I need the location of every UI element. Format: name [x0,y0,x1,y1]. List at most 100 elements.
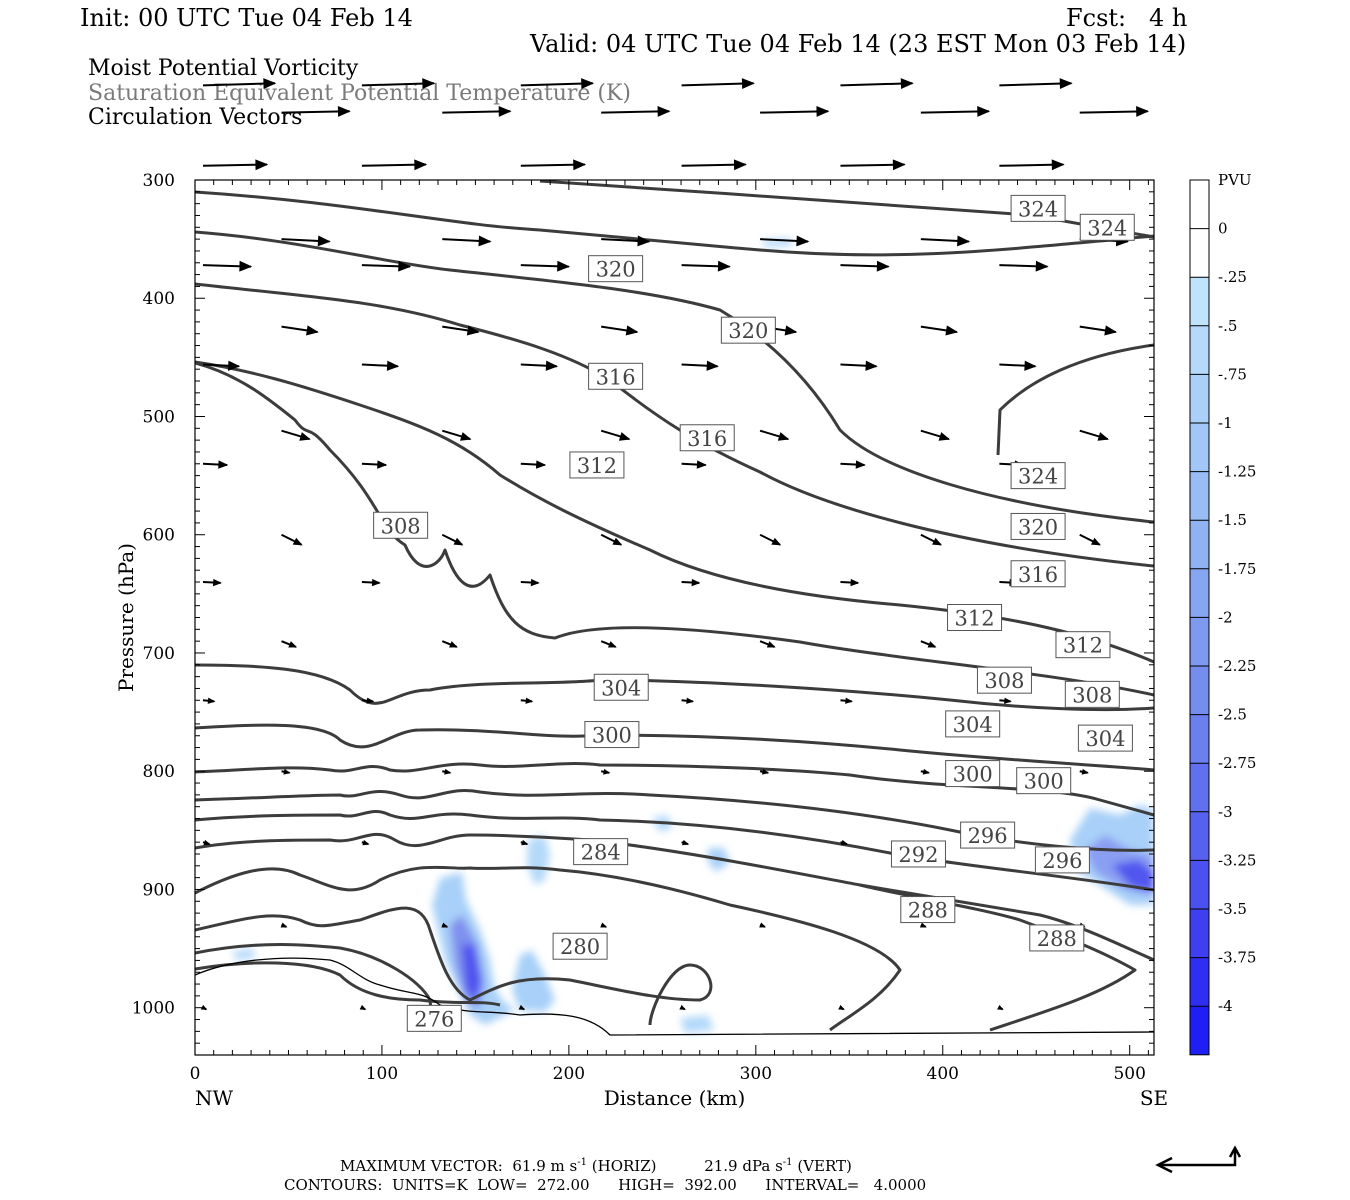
vector-head [816,106,830,117]
contour-label: 320 [1018,515,1058,539]
contour-label-box [1010,560,1066,588]
vector-head [581,78,595,90]
vector-head [600,922,608,928]
colorbar-swatch [1190,957,1209,1007]
contour-label-box [900,896,956,924]
valid-time: Valid: 04 UTC Tue 04 Feb 14 (23 EST Mon … [530,30,1187,58]
contour-line [195,832,1154,962]
colorbar-label: -3 [1218,803,1233,821]
colorbar-unit: PVU [1218,171,1252,189]
contour-label-box [584,721,640,749]
vector-head [337,106,351,117]
exp-1: -1 [577,1157,587,1168]
colorbar-label: -3.75 [1218,949,1256,967]
vector-head [207,697,216,704]
colorbar-swatch [1190,617,1209,666]
max-vector-text: MAXIMUM VECTOR: 61.9 m s [340,1157,578,1175]
contour-label: 296 [968,824,1008,848]
contour-label-box [720,316,776,344]
contour-label: 320 [728,319,768,343]
contour-line [195,865,902,1032]
colorbar: PVU 0 -.25 -.5 -.75 -1 -1.25 -1.5 -1.75 -2 -2.25 -2… [1189,171,1256,1056]
vector-head [306,325,319,336]
vector-head [717,260,731,272]
vector-head [280,922,288,928]
contour-label: 280 [560,935,600,959]
contour-label-box [1079,213,1135,241]
colorbar-swatch [1190,666,1209,715]
colorbar-label: -3.25 [1218,851,1256,869]
y-tick-label: 300 [143,171,175,191]
contour-label-box [1029,924,1085,952]
vector-head [1104,325,1118,336]
vector-head [977,106,991,117]
contour-line [195,663,1154,712]
horiz-text: (HORIZ) [591,1157,657,1175]
colorbar-label: -1.75 [1218,560,1256,578]
y-tick-label: 800 [143,762,175,782]
contour-label: 300 [592,724,632,748]
vector-head [283,768,291,775]
vector-head [255,159,269,171]
vector-shaft [520,82,593,87]
contour-line [195,360,1154,664]
vector-head [227,360,241,371]
colorbar-label: -4 [1218,997,1233,1015]
vector-head [292,537,303,546]
vector-head [460,432,472,441]
colorbar-swatch [1190,763,1209,812]
vector-head [1136,106,1150,117]
terrain-line [195,957,1154,1036]
colorbar-swatch [1190,811,1209,861]
vector-shaft [999,82,1072,87]
pv-blob [1112,860,1154,892]
vector-head [945,325,959,336]
field-vectors: Circulation Vectors [88,105,303,130]
vector-head [557,260,571,272]
colorbar-label: -.5 [1218,317,1237,335]
colorbar-label: -1.5 [1218,511,1247,529]
contour-label: 320 [596,258,636,282]
contour-label: 308 [1072,683,1112,707]
contour-label-box [569,451,625,479]
vector-head [203,839,211,846]
vector-head [612,537,623,546]
contour-label: 304 [1085,727,1125,751]
colorbar-swatch [1190,325,1209,375]
vector-head [997,1004,1004,1010]
vector-head [957,235,971,247]
x-end-right: SE [1140,1086,1168,1110]
contour-label: 324 [1018,465,1058,489]
x-tick-label: 300 [740,1064,772,1084]
colorbar-label: -.25 [1218,268,1247,286]
pv-blob [462,945,481,1000]
vector-head [239,260,253,272]
vector-head [1035,260,1049,272]
circulation-vectors [200,78,1150,1011]
vector-head [777,432,790,441]
x-tick-label: 200 [553,1064,585,1084]
contour-label-box [947,604,1003,631]
vector-shaft [681,82,754,87]
contour-label-box [373,511,429,539]
contour-label: 308 [984,669,1024,693]
contour-label: 284 [581,841,621,865]
pv-blob [680,1015,714,1033]
contour-label: 300 [1024,770,1064,794]
y-tick-label: 500 [143,407,175,427]
vector-head [422,78,436,90]
contours-line: CONTOURS: UNITS=K LOW= 272.00 HIGH= 392.… [284,1176,927,1194]
contour-label-box [890,840,946,868]
y-tick-label: 1000 [132,999,175,1019]
vector-head [796,235,810,247]
colorbar-label: -3.5 [1218,900,1247,918]
vector-head [706,360,719,371]
vector-head [573,159,587,171]
vector-head [441,922,449,928]
contour-label-box [945,760,1001,788]
contour-label-box [1055,631,1111,659]
contour-label-box [1077,724,1133,752]
contour-label: 296 [1042,849,1082,873]
colorbar-swatch [1190,228,1209,278]
contour-label: 304 [953,713,993,737]
